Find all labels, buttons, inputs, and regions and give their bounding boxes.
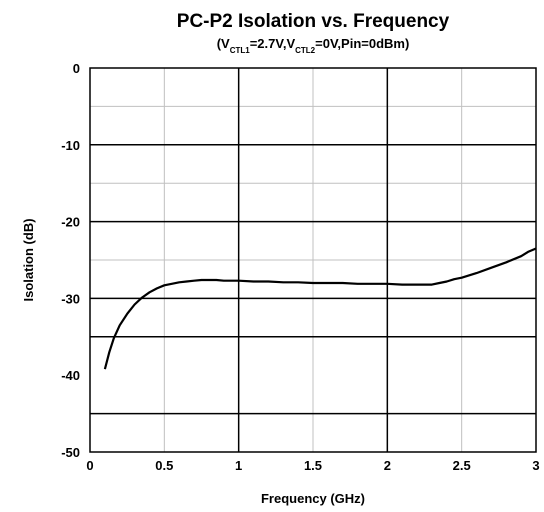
subtitle-mid: =2.7V,V xyxy=(250,36,296,51)
x-tick-label: 2 xyxy=(384,458,391,473)
x-tick-label: 2.5 xyxy=(453,458,471,473)
y-tick-label: -40 xyxy=(61,368,80,383)
y-axis-ticks: 0 -10 -20 -30 -40 -50 xyxy=(61,61,80,460)
x-axis-label: Frequency (GHz) xyxy=(261,491,365,506)
x-tick-label: 0 xyxy=(86,458,93,473)
x-tick-label: 1 xyxy=(235,458,242,473)
x-axis-ticks: 0 0.5 1 1.5 2 2.5 3 xyxy=(86,458,539,473)
subtitle-sub2: CTL2 xyxy=(295,46,316,55)
y-tick-label: -10 xyxy=(61,138,80,153)
series-layer xyxy=(103,247,537,370)
x-tick-label: 0.5 xyxy=(155,458,173,473)
subtitle-open: (V xyxy=(217,36,230,51)
subtitle-tail: =0V,Pin=0dBm) xyxy=(315,36,409,51)
y-axis-label: Isolation (dB) xyxy=(21,218,36,301)
chart-title: PC-P2 Isolation vs. Frequency xyxy=(177,11,450,32)
subtitle-sub1: CTL1 xyxy=(230,46,251,55)
grid xyxy=(90,68,536,452)
y-tick-label: -30 xyxy=(61,291,80,306)
y-tick-label: -20 xyxy=(61,215,80,230)
x-tick-label: 3 xyxy=(532,458,539,473)
chart-subtitle: (VCTL1=2.7V,VCTL2=0V,Pin=0dBm) xyxy=(217,36,410,55)
series-line xyxy=(103,247,537,370)
plot-area xyxy=(89,67,537,453)
x-tick-label: 1.5 xyxy=(304,458,322,473)
y-tick-label: -50 xyxy=(61,445,80,460)
y-tick-label: 0 xyxy=(73,61,80,76)
